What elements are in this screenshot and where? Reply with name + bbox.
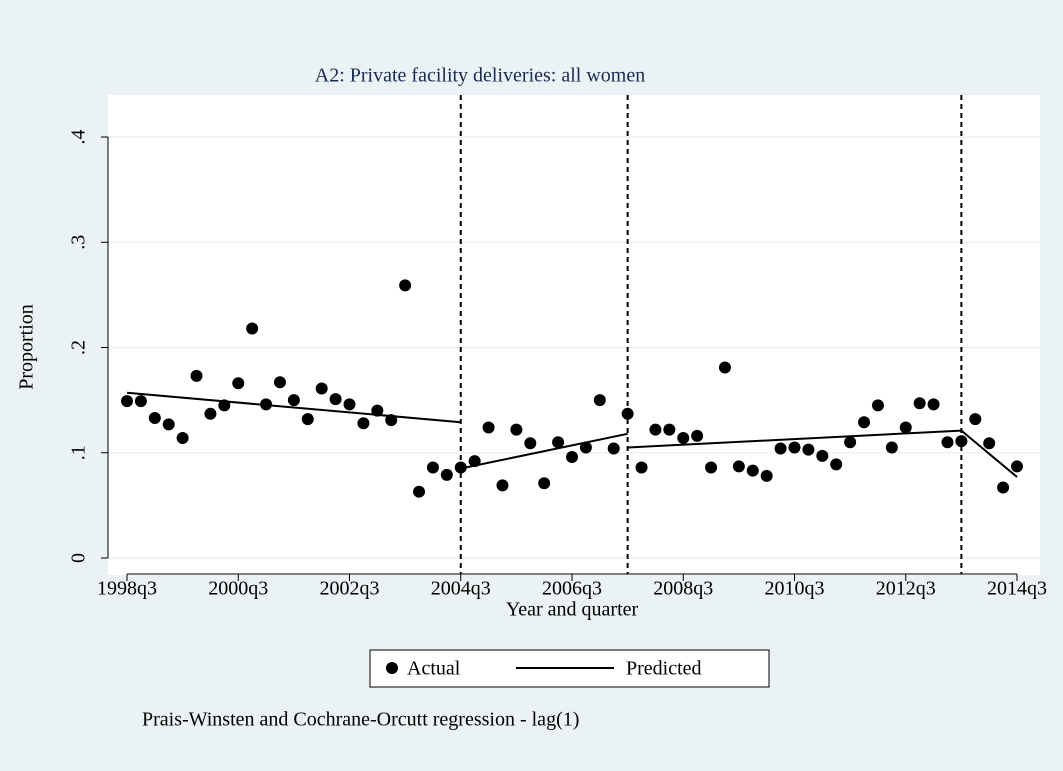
point	[190, 369, 203, 382]
point	[621, 407, 634, 420]
point	[579, 441, 592, 454]
y-tick-label: .2	[68, 340, 90, 355]
point	[802, 443, 815, 456]
y-tick-label: .4	[68, 130, 90, 145]
y-tick-label: 0	[68, 553, 90, 563]
point	[760, 469, 773, 482]
point	[871, 399, 884, 412]
point	[301, 413, 314, 426]
point	[218, 399, 231, 412]
legend-label: Predicted	[626, 658, 702, 680]
point	[732, 460, 745, 473]
point	[1011, 460, 1023, 473]
point	[858, 416, 871, 429]
point	[524, 437, 537, 450]
point	[718, 361, 731, 374]
point	[343, 398, 356, 411]
note: Prais-Winsten and Cochrane-Orcutt regres…	[142, 709, 579, 731]
point	[774, 442, 787, 455]
point	[162, 418, 175, 431]
point	[538, 477, 551, 490]
point	[454, 461, 467, 474]
y-tick-label: .1	[68, 445, 90, 460]
x-tick-label: 2004q3	[431, 578, 491, 600]
x-tick-label: 2012q3	[876, 578, 936, 600]
point	[357, 417, 370, 430]
point	[899, 421, 912, 434]
point	[246, 322, 259, 335]
point	[746, 464, 759, 477]
x-axis-label: Year and quarter	[506, 599, 639, 621]
point	[134, 395, 147, 408]
y-tick-label: .3	[68, 235, 90, 250]
point	[482, 421, 495, 434]
point	[913, 397, 926, 410]
point	[983, 437, 996, 450]
point	[997, 481, 1010, 494]
point	[844, 436, 857, 449]
point	[371, 404, 384, 417]
point	[496, 479, 509, 492]
x-tick-label: 2000q3	[208, 578, 268, 600]
point	[607, 442, 620, 455]
point	[148, 412, 161, 425]
x-tick-label: 2002q3	[320, 578, 380, 600]
predicted-line	[126, 391, 461, 424]
x-tick-label: 1998q3	[97, 578, 157, 600]
point	[426, 461, 439, 474]
legend-marker	[386, 662, 398, 674]
point	[468, 455, 481, 468]
y-axis-label: Proportion	[16, 304, 38, 390]
x-tick-label: 2014q3	[987, 578, 1047, 600]
x-tick-label: 2008q3	[653, 578, 713, 600]
point	[927, 398, 940, 411]
point	[885, 441, 898, 454]
legend-label: Actual	[407, 658, 461, 680]
plot-area	[108, 95, 1040, 575]
point	[204, 407, 217, 420]
x-tick-label: 2010q3	[765, 578, 825, 600]
point	[663, 423, 676, 436]
chart-title: A2: Private facility deliveries: all wom…	[315, 65, 645, 87]
point	[649, 423, 662, 436]
point	[121, 395, 133, 408]
point	[955, 435, 968, 448]
point	[287, 394, 300, 407]
point	[329, 393, 342, 406]
point	[677, 432, 690, 445]
x-tick-label: 2006q3	[542, 578, 602, 600]
point	[260, 398, 273, 411]
point	[788, 441, 801, 454]
point	[593, 394, 606, 407]
point	[273, 376, 286, 389]
point	[510, 423, 523, 436]
point	[941, 436, 954, 449]
point	[705, 461, 718, 474]
predicted-line	[460, 432, 628, 470]
point	[413, 485, 426, 498]
point	[399, 279, 412, 292]
point	[440, 468, 453, 481]
point	[385, 414, 398, 427]
predicted-line	[960, 429, 1018, 478]
point	[552, 436, 565, 449]
point	[816, 449, 829, 462]
point	[315, 382, 328, 395]
point	[830, 458, 843, 471]
point	[969, 413, 982, 426]
point	[566, 450, 578, 463]
point	[232, 377, 245, 390]
point	[691, 429, 704, 442]
point	[635, 461, 648, 474]
point	[176, 432, 189, 445]
